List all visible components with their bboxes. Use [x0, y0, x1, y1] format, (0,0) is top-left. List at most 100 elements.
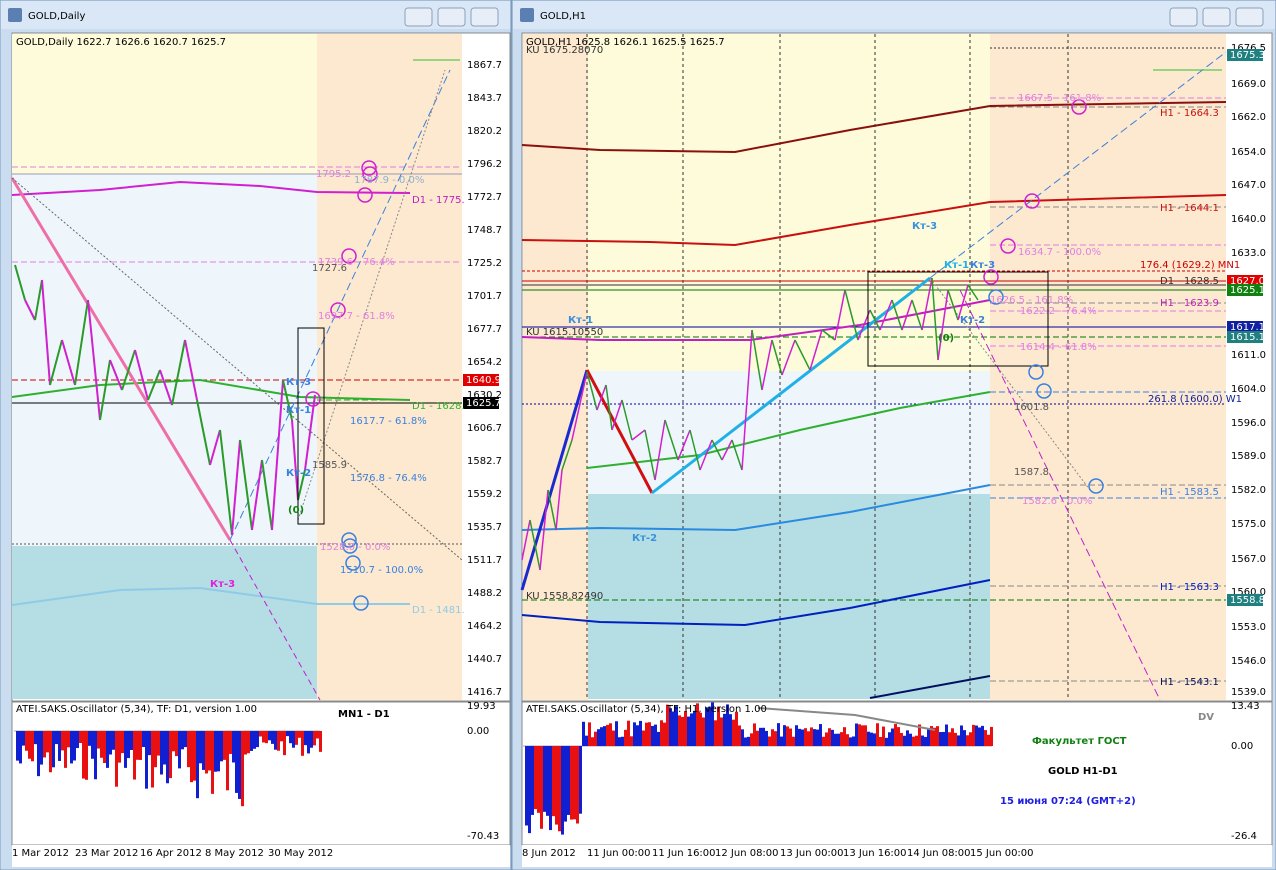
osc-bar: [169, 731, 172, 779]
osc-bar: [151, 731, 154, 788]
fib-circle: [341, 248, 357, 264]
osc-bar: [744, 737, 747, 746]
annotation: DV: [1198, 712, 1214, 723]
annotation: 1601.8: [1014, 402, 1049, 413]
osc-bar: [564, 746, 567, 822]
price-zigzag: [219, 429, 233, 536]
osc-bar: [37, 731, 40, 777]
osc-bar: [903, 735, 906, 746]
date-axis-area: [12, 845, 510, 867]
box: [867, 271, 1049, 367]
osc-bar: [819, 724, 822, 746]
annotation: 15 июня 07:24 (GMT+2): [1000, 796, 1136, 807]
annotation: (0): [938, 333, 954, 344]
annotation: 1576.8 - 76.4%: [350, 473, 427, 484]
osc-bar: [606, 724, 609, 746]
osc-bar: [960, 725, 963, 746]
date-tick: 1 Mar 2012: [12, 848, 69, 859]
annotation: 1614.4 - 61.8%: [1020, 342, 1097, 353]
osc-bar: [864, 725, 867, 746]
osc-bar: [681, 716, 684, 746]
osc-bar: [160, 731, 163, 775]
osc-bar: [987, 734, 990, 746]
fib-circle: [362, 166, 378, 182]
osc-bar: [157, 731, 160, 756]
osc-bar: [40, 731, 43, 765]
osc-bar: [726, 704, 729, 746]
osc-bar: [921, 735, 924, 746]
osc-bar: [834, 733, 837, 746]
osc-bar: [190, 731, 193, 783]
price-tick: 1633.0: [1231, 248, 1266, 259]
osc-bar: [696, 703, 699, 746]
osc-bar: [531, 746, 534, 815]
osc-bar: [579, 746, 582, 814]
osc-bar: [172, 731, 175, 752]
annotation: H1 - 1623.9: [1160, 298, 1219, 309]
price-marker: [1227, 321, 1263, 333]
price-zigzag: [677, 429, 691, 461]
price-zigzag: [561, 439, 573, 471]
price-tick: 1677.7: [467, 324, 502, 335]
fib-line: [297, 69, 446, 521]
osc-bar: [576, 746, 579, 824]
price-marker-label: 1640.9: [466, 375, 501, 386]
price-tick: 1669.0: [1231, 79, 1266, 90]
price-tick: 1654.2: [467, 357, 502, 368]
osc-bar: [741, 729, 744, 746]
window-title: GOLD,Daily: [28, 11, 85, 22]
osc-bar: [780, 736, 783, 746]
osc-tick: 0.00: [1231, 741, 1253, 752]
osc-bar: [61, 731, 64, 751]
price-tick: 1867.7: [467, 60, 502, 71]
osc-bar: [534, 746, 537, 810]
fib-circle: [345, 555, 361, 571]
annotation: KU 1615.10550: [526, 327, 603, 338]
price-zigzag: [209, 429, 221, 466]
osc-bar: [582, 721, 585, 746]
osc-tick: 0.00: [467, 726, 489, 737]
osc-bar: [585, 735, 588, 746]
annotation: 1739.6 - 76.4%: [318, 257, 395, 268]
price-marker: [1227, 49, 1263, 61]
annotation: Кт-1: [944, 260, 969, 271]
osc-tick: -26.4: [1231, 831, 1257, 842]
osc-bar: [846, 734, 849, 746]
window-icon: [520, 8, 534, 22]
price-tick: 1575.0: [1231, 519, 1266, 530]
price-marker-label: 1675.3: [1230, 50, 1265, 61]
trend-line: [229, 69, 451, 541]
price-zigzag: [231, 439, 241, 536]
date-tick: 30 May 2012: [268, 848, 333, 859]
osc-bar: [855, 723, 858, 746]
price-zigzag: [869, 309, 881, 331]
osc-bar: [543, 746, 546, 812]
annotation: Кт-1: [568, 315, 593, 326]
osc-bar: [753, 723, 756, 746]
ma-line: [586, 391, 991, 469]
osc-bar: [558, 746, 561, 832]
price-zigzag: [621, 399, 633, 441]
osc-bar: [196, 731, 199, 799]
annotation: 176.4 (1629.2) MN1: [1140, 260, 1240, 271]
osc-bar: [58, 731, 61, 761]
price-zigzag: [251, 459, 263, 531]
price-tick: 1630.2: [467, 390, 502, 401]
annotation: H1 - 1543.1: [1160, 677, 1219, 688]
price-zigzag: [586, 371, 598, 411]
osc-bar: [816, 729, 819, 746]
date-tick: 11 Jun 16:00: [652, 848, 716, 859]
osc-bar: [286, 731, 289, 737]
ma-line: [521, 579, 991, 627]
osc-bar: [861, 725, 864, 746]
osc-bar: [555, 746, 558, 825]
annotation: H1 - 1664.3: [1160, 108, 1219, 119]
price-zigzag: [41, 279, 51, 386]
osc-bar: [951, 728, 954, 746]
osc-bar: [109, 731, 112, 755]
osc-bar: [912, 736, 915, 746]
osc-bar: [112, 731, 115, 750]
osc-bar: [729, 714, 732, 746]
ma-line: [869, 675, 991, 699]
price-zigzag: [49, 339, 63, 386]
